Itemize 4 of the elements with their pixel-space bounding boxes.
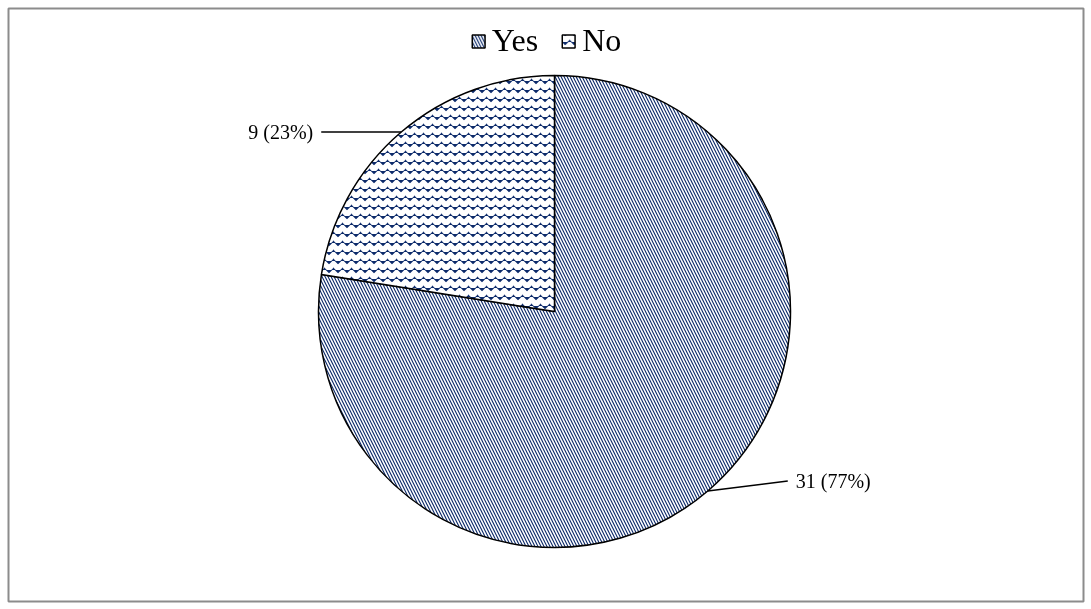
legend-label: Yes: [491, 22, 539, 59]
legend-label: No: [582, 22, 622, 59]
data-label: 31 (77%): [795, 469, 871, 493]
data-label: 9 (23%): [248, 121, 314, 145]
